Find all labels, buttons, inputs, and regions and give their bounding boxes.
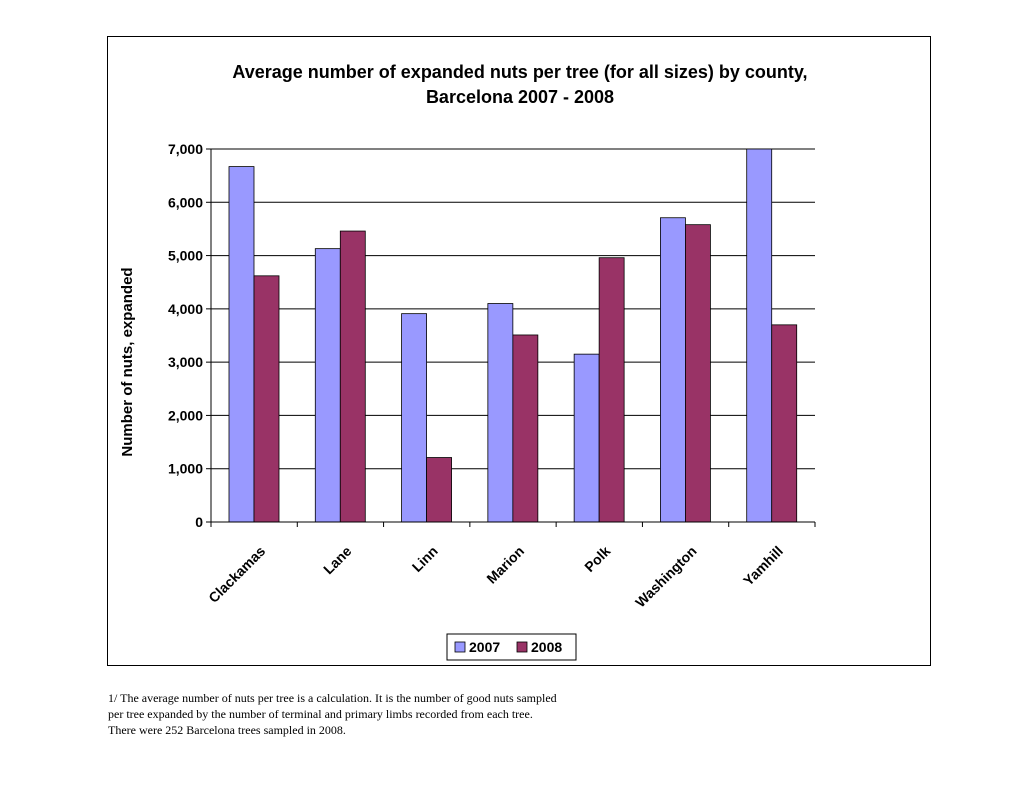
bar-2007-linn (401, 313, 427, 523)
bar-2008-yamhill (771, 324, 798, 523)
y-tick-label: 6,000 (168, 194, 203, 210)
bar-2007-washington (660, 217, 686, 523)
y-tick-label: 0 (195, 514, 203, 530)
x-tick-label: Polk (581, 543, 613, 575)
bar-chart: Average number of expanded nuts per tree… (119, 62, 816, 661)
y-tick-label: 7,000 (168, 141, 203, 157)
x-tick-label: Yamhill (740, 543, 786, 589)
bar-2008-lane (339, 230, 366, 523)
x-tick-label: Lane (320, 543, 355, 578)
chart-title-line-1: Average number of expanded nuts per tree… (232, 62, 807, 82)
y-tick-label: 5,000 (168, 248, 203, 264)
x-tick-label: Clackamas (205, 543, 268, 606)
legend-label-2007: 2007 (469, 639, 500, 655)
bar-2007-yamhill (746, 148, 773, 523)
chart-title-line-2: Barcelona 2007 - 2008 (426, 87, 614, 107)
chart-frame: Average number of expanded nuts per tree… (107, 36, 931, 666)
bar-2008-washington (685, 224, 711, 523)
bar-2008-polk (598, 257, 625, 523)
legend-box (446, 633, 577, 661)
y-tick-label: 2,000 (168, 407, 203, 423)
footnote-line-3: There were 252 Barcelona trees sampled i… (108, 723, 346, 737)
x-tick-label: Linn (409, 543, 441, 575)
x-tick-label: Washington (632, 543, 700, 611)
footnote-line-2: per tree expanded by the number of termi… (108, 707, 533, 721)
bar-2007-marion (487, 303, 514, 523)
y-tick-label: 4,000 (168, 301, 203, 317)
legend-swatch-2007 (454, 641, 466, 653)
bar-2007-lane (314, 248, 341, 523)
legend-label-2008: 2008 (531, 639, 562, 655)
x-tick-label: Marion (483, 543, 527, 587)
bar-2008-clackamas (253, 275, 280, 523)
y-axis-label: Number of nuts, expanded (119, 267, 136, 456)
legend-swatch-2008 (516, 641, 528, 653)
bar-2007-clackamas (228, 166, 255, 523)
bar-2007-polk (573, 353, 600, 523)
bar-2008-marion (512, 334, 539, 523)
bar-2008-linn (426, 457, 452, 523)
footnote: 1/ The average number of nuts per tree i… (108, 690, 628, 738)
y-tick-label: 1,000 (168, 461, 203, 477)
footnote-line-1: 1/ The average number of nuts per tree i… (108, 691, 557, 705)
y-tick-label: 3,000 (168, 354, 203, 370)
